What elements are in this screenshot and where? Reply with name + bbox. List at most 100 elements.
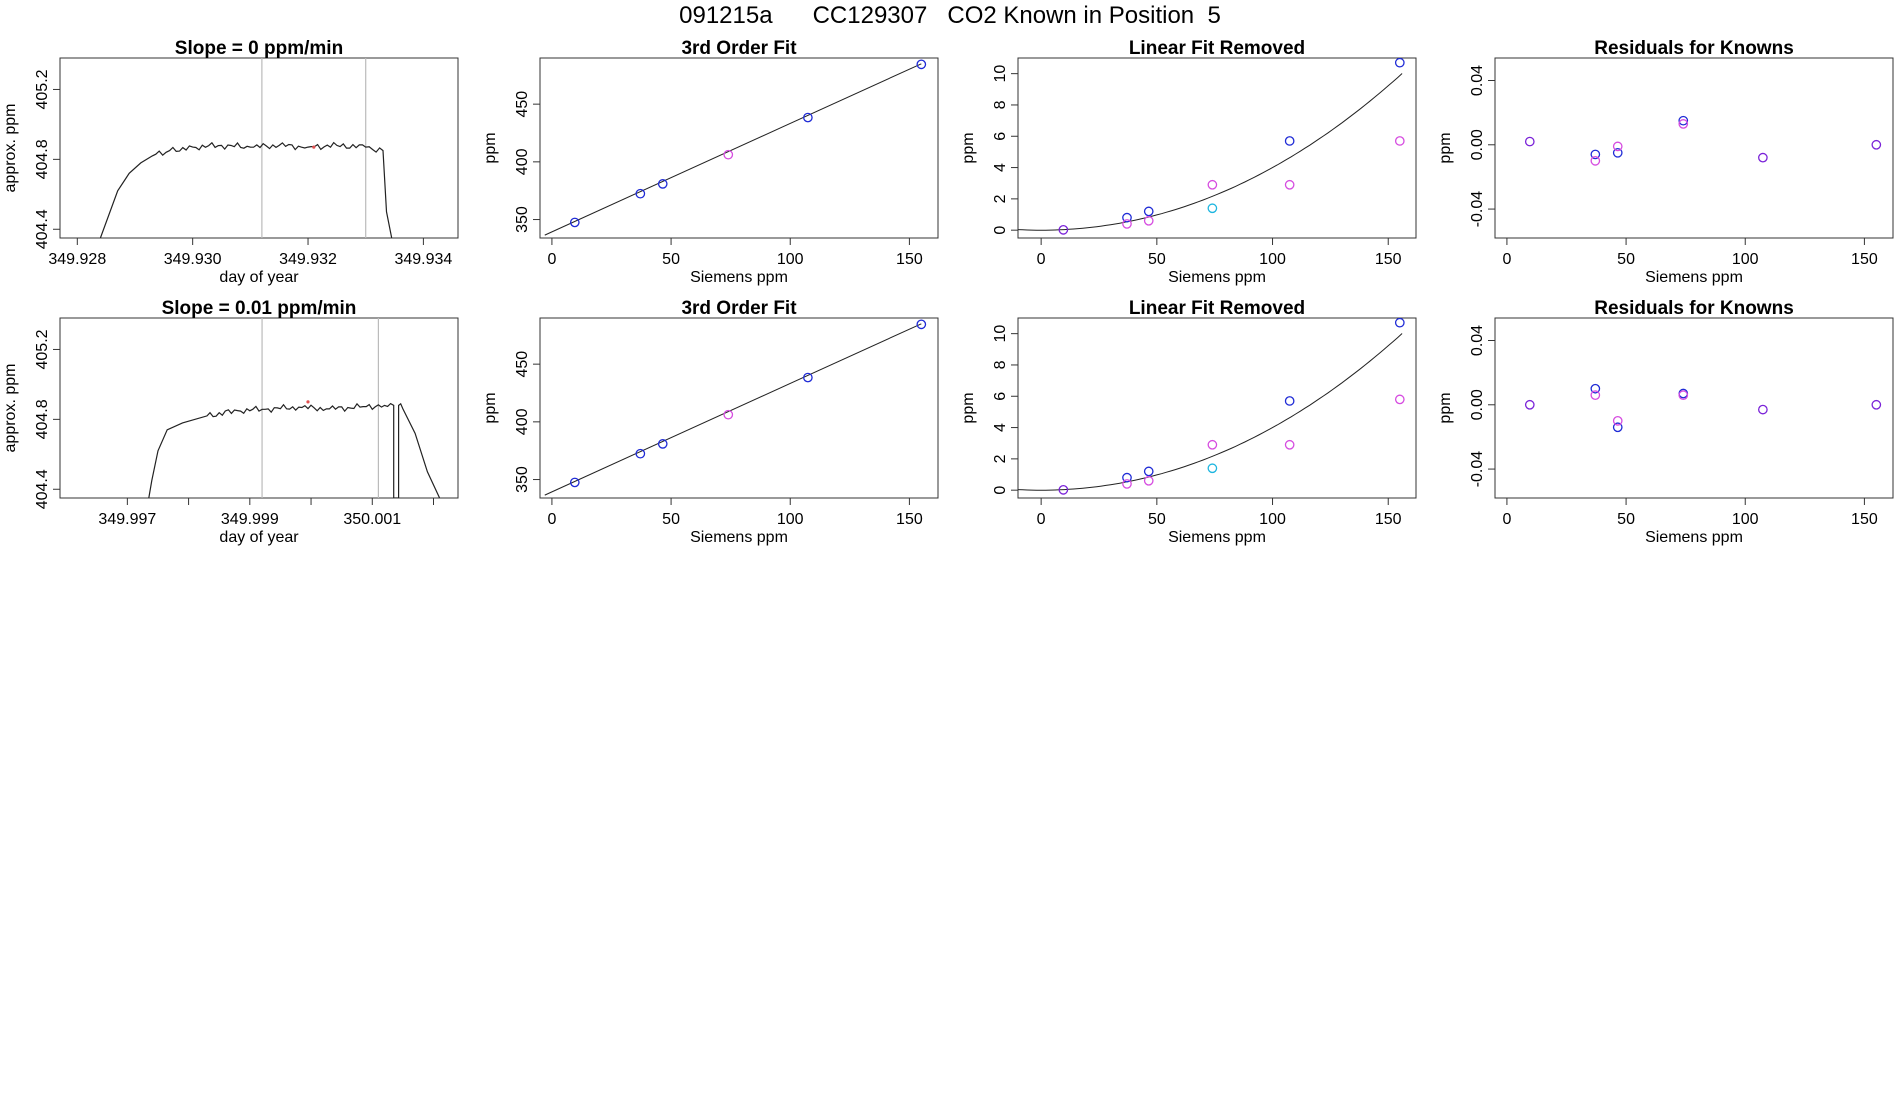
y-tick-label: 6 <box>992 132 1009 141</box>
data-point <box>1143 215 1154 226</box>
y-axis-label: ppm <box>1437 392 1454 423</box>
data-point <box>916 59 927 70</box>
data-point <box>1758 152 1768 163</box>
x-axis-label: Siemens ppm <box>1168 269 1266 286</box>
data-point <box>803 112 813 123</box>
x-tick-label: 50 <box>662 511 680 528</box>
chart-title: Linear Fit Removed <box>1129 298 1305 319</box>
x-tick-label: 350.001 <box>343 511 401 528</box>
x-axis-label: day of year <box>219 529 299 546</box>
x-tick-label: 0 <box>1502 251 1511 268</box>
page-title: 091215a CC129307 CO2 Known in Position 5 <box>0 2 1900 30</box>
data-point <box>1678 119 1689 129</box>
data-point <box>1122 212 1132 223</box>
plot-frame <box>1494 317 1894 499</box>
x-tick-label: 0 <box>547 251 556 268</box>
data-point <box>1590 156 1601 166</box>
data-point <box>1612 147 1623 158</box>
y-tick-label: 400 <box>514 148 531 175</box>
y-tick-label: 400 <box>514 408 531 435</box>
chart-r2-linfit: Linear Fit Removed 0 50 100 150 0 2 4 6 8 10 Siemen… <box>960 298 1417 546</box>
x-tick-label: 50 <box>1148 511 1166 528</box>
y-tick-label: 8 <box>992 100 1009 109</box>
data-point <box>1207 439 1218 450</box>
x-tick-label: 150 <box>1851 251 1878 268</box>
x-tick-label: 100 <box>777 251 804 268</box>
x-axis-label: Siemens ppm <box>690 529 788 546</box>
title-description: CO2 Known in Position 5 <box>947 2 1221 29</box>
plot-area <box>544 319 927 496</box>
x-axis-label: Siemens ppm <box>1645 269 1743 286</box>
data-point <box>723 409 734 420</box>
plot-area <box>99 58 393 238</box>
data-point <box>1207 203 1218 214</box>
y-tick-label: 0 <box>992 486 1009 495</box>
x-tick-label: 150 <box>896 251 923 268</box>
data-point <box>1394 394 1405 405</box>
data-point <box>1058 485 1069 495</box>
plot-area <box>544 59 927 236</box>
y-tick-label: 2 <box>992 454 1009 463</box>
data-point <box>1207 463 1218 474</box>
x-axis-label: day of year <box>219 269 299 286</box>
plot-frame <box>59 57 459 239</box>
y-tick-label: 350 <box>514 466 531 493</box>
y-tick-label: 404.4 <box>34 209 51 249</box>
data-point <box>1678 390 1689 400</box>
x-tick-label: 150 <box>1375 251 1402 268</box>
x-tick-label: 100 <box>1259 511 1286 528</box>
y-tick-label: 450 <box>514 351 531 378</box>
x-tick-label: 0 <box>1502 511 1511 528</box>
x-axis-label: Siemens ppm <box>1168 529 1266 546</box>
y-axis-label: ppm <box>960 132 977 163</box>
x-tick-label: 349.999 <box>221 511 279 528</box>
data-point <box>1590 390 1601 400</box>
data-point <box>569 217 580 228</box>
y-tick-label: 2 <box>992 194 1009 203</box>
data-point <box>1143 466 1154 477</box>
data-point <box>723 149 734 160</box>
data-point <box>657 439 668 449</box>
x-tick-label: 349.932 <box>279 251 337 268</box>
x-tick-label: 150 <box>1375 511 1402 528</box>
y-tick-label: 404.8 <box>34 139 51 179</box>
x-tick-label: 349.930 <box>164 251 222 268</box>
chart-title: Slope = 0 ppm/min <box>175 38 343 59</box>
y-axis-label: ppm <box>482 132 499 163</box>
y-tick-label: 0.04 <box>1469 325 1486 356</box>
x-axis-label: Siemens ppm <box>690 269 788 286</box>
data-point <box>1284 179 1295 190</box>
fit-curve <box>544 63 922 236</box>
plot-frame <box>539 317 939 499</box>
x-tick-label: 50 <box>662 251 680 268</box>
y-tick-label: 350 <box>514 206 531 233</box>
x-tick-label: 150 <box>896 511 923 528</box>
run-id: 091215a <box>679 2 773 29</box>
y-axis-label: approx. ppm <box>2 364 19 453</box>
fit-curve <box>1018 333 1403 491</box>
chart-r1-fit: 3rd Order Fit 0 50 100 150 350 400 450 Siemens p… <box>482 38 939 286</box>
chart-r1-resid: Residuals for Knowns 0 50 100 150 -0.04 0.00 0.… <box>1437 38 1894 286</box>
data-point <box>1394 136 1405 146</box>
x-tick-label: 100 <box>1259 251 1286 268</box>
y-axis-label: ppm <box>960 392 977 423</box>
data-point <box>1394 58 1405 68</box>
y-tick-label: 6 <box>992 392 1009 401</box>
chart-title: 3rd Order Fit <box>681 298 797 319</box>
data-trace <box>99 141 393 238</box>
red-point <box>306 400 310 404</box>
data-point <box>1590 149 1601 160</box>
data-point <box>635 188 646 199</box>
x-tick-label: 349.997 <box>98 511 156 528</box>
y-tick-label: 404.4 <box>34 469 51 509</box>
plot-area <box>1018 318 1405 495</box>
data-point <box>1394 318 1405 328</box>
data-point <box>1678 115 1689 126</box>
data-point <box>1758 404 1768 415</box>
chart-r2-timeseries: Slope = 0.01 ppm/min 349.997 349.999 350.00… <box>2 298 459 546</box>
data-point <box>1284 396 1295 406</box>
y-tick-label: 405.2 <box>34 329 51 369</box>
data-point <box>1612 422 1623 433</box>
data-trace <box>148 402 441 498</box>
